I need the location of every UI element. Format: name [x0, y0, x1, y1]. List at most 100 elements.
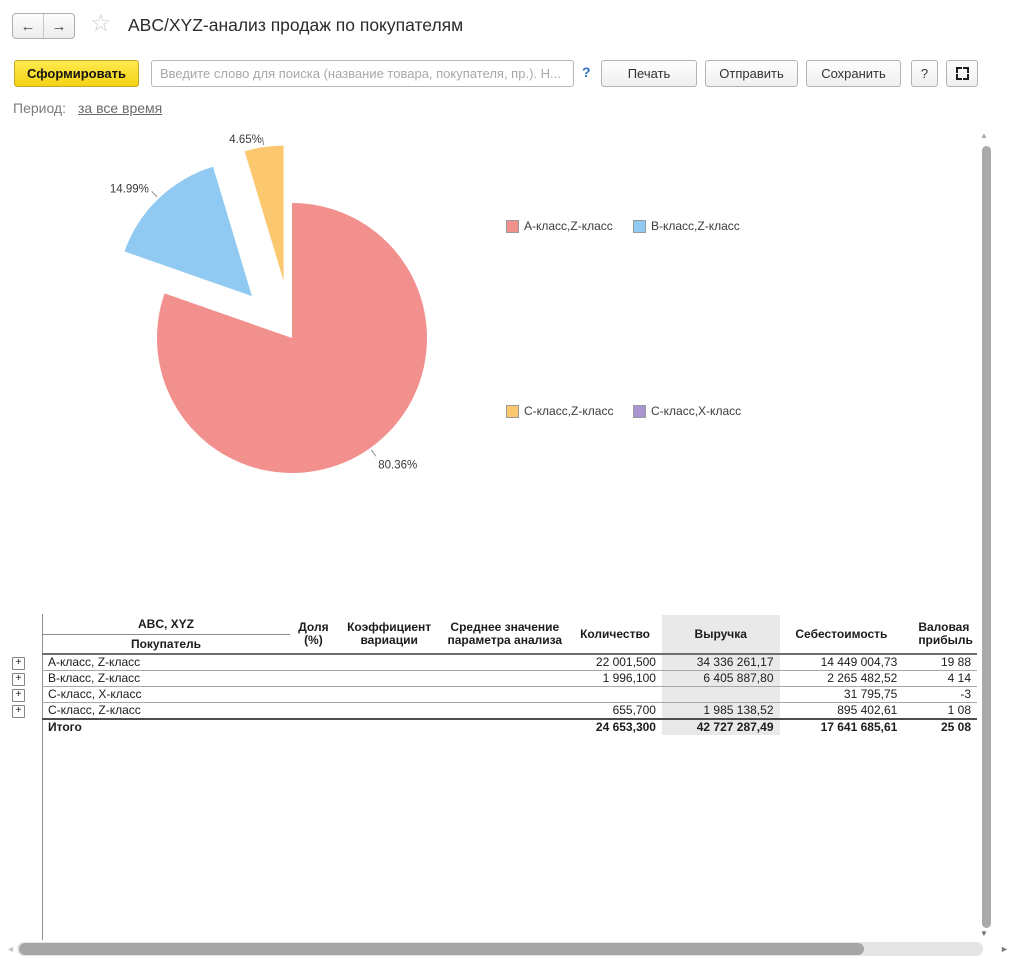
cell-value: 1 08: [903, 702, 977, 720]
cell-value: 42 727 287,49: [661, 718, 780, 735]
legend-item-3: С-класс,X-класс: [633, 404, 741, 418]
cell-value: [336, 702, 442, 720]
cell-value: [290, 654, 337, 671]
legend-label: С-класс,Z-класс: [524, 404, 614, 418]
table-left-border: [42, 614, 43, 940]
table-row[interactable]: С-класс, Z-класс 655,700 1 985 138,52 895 4…: [42, 702, 977, 720]
back-button[interactable]: ←: [13, 14, 44, 38]
pie-label-tick: [151, 190, 158, 198]
pie-slice-0[interactable]: [156, 203, 427, 473]
cell-value: [290, 718, 337, 735]
legend-item-0: А-класс,Z-класс: [506, 219, 613, 233]
cell-value: [441, 702, 569, 720]
cell-value: [441, 686, 569, 703]
pie-label-tick: [370, 449, 377, 457]
period-value-link[interactable]: за все время: [78, 100, 163, 116]
send-button[interactable]: Отправить: [705, 60, 798, 87]
pie-percent-label: 80.36%: [378, 460, 417, 472]
table-row[interactable]: С-класс, X-класс 31 795,75 -3: [42, 686, 977, 703]
generate-button[interactable]: Сформировать: [14, 60, 139, 87]
cell-value: [441, 654, 569, 671]
row-expander-button[interactable]: +: [12, 705, 25, 718]
legend-swatch-icon: [506, 404, 519, 418]
cell-value: 6 405 887,80: [661, 670, 780, 687]
row-expander-button[interactable]: +: [12, 657, 25, 670]
cell-value: [336, 654, 442, 671]
cell-value: [441, 670, 569, 687]
page-title: ABC/XYZ-анализ продаж по покупателям: [128, 15, 464, 35]
header-row: ABC, XYZ Покупатель Доля (%) Коэффициент ва…: [42, 615, 977, 655]
save-button[interactable]: Сохранить: [806, 60, 901, 87]
search-help-link[interactable]: ?: [582, 64, 591, 80]
corner-header-bottom: Покупатель: [130, 637, 202, 651]
cell-value: 4 14: [903, 670, 977, 687]
corner-header-top: ABC, XYZ: [42, 615, 290, 635]
history-nav-group: ← →: [12, 13, 75, 39]
column-header-6: Валовая прибыль: [903, 615, 977, 655]
cell-name: С-класс, Z-класс: [42, 702, 290, 720]
cell-value: 895 402,61: [779, 702, 904, 720]
help-button[interactable]: ?: [911, 60, 938, 87]
vertical-scrollbar-thumb[interactable]: [982, 146, 991, 928]
cell-value: 22 001,500: [568, 654, 662, 671]
legend-item-2: С-класс,Z-класс: [506, 404, 613, 418]
cell-value: 14 449 004,73: [779, 654, 904, 671]
legend-swatch-icon: [633, 219, 646, 233]
vertical-scroll-up-arrow-icon[interactable]: ▲: [980, 131, 988, 140]
cell-value: [290, 686, 337, 703]
pie-chart: 80.36% 14.99% 4.65%: [110, 134, 427, 473]
legend-item-1: В-класс,Z-класс: [633, 219, 740, 233]
fullscreen-icon: [955, 67, 969, 80]
column-header-0: Доля (%): [290, 615, 337, 655]
vertical-scroll-down-arrow-icon[interactable]: ▼: [980, 929, 988, 938]
cell-value: 1 985 138,52: [661, 702, 780, 720]
fullscreen-button[interactable]: [946, 60, 978, 87]
table-header: ABC, XYZ Покупатель Доля (%) Коэффициент ва…: [42, 615, 977, 655]
pie-percent-label: 4.65%: [229, 134, 262, 146]
search-input[interactable]: [151, 60, 574, 87]
cell-value: [290, 702, 337, 720]
cell-value: [441, 718, 569, 735]
cell-name: А-класс, Z-класс: [42, 654, 290, 671]
favorite-star-icon[interactable]: ☆: [90, 10, 112, 37]
column-header-4: Выручка: [661, 615, 780, 655]
back-arrow-icon: ←: [20, 17, 36, 35]
column-header-5: Себестоимость: [779, 615, 904, 655]
legend-swatch-icon: [506, 219, 519, 233]
cell-name: С-класс, X-класс: [42, 686, 290, 703]
cell-value: 1 996,100: [568, 670, 662, 687]
pie-label-tick: [261, 137, 265, 146]
column-header-1: Коэффициент вариации: [336, 615, 442, 655]
pie-slice-2[interactable]: [244, 145, 284, 281]
cell-value: [661, 686, 780, 703]
horizontal-scroll-right-arrow-icon[interactable]: ►: [1000, 944, 1009, 954]
forward-button[interactable]: →: [44, 14, 74, 38]
table-row[interactable]: В-класс, Z-класс 1 996,100 6 405 887,80 2 2…: [42, 670, 977, 687]
report-table: ABC, XYZ Покупатель Доля (%) Коэффициент ва…: [42, 615, 977, 735]
horizontal-scrollbar-thumb[interactable]: [19, 943, 864, 955]
print-button[interactable]: Печать: [601, 60, 697, 87]
cell-value: 25 08: [903, 718, 977, 735]
cell-name: В-класс, Z-класс: [42, 670, 290, 687]
cell-value: [336, 670, 442, 687]
total-row[interactable]: Итого 24 653,300 42 727 287,49 17 641 685,6…: [42, 718, 977, 735]
row-expander-button[interactable]: +: [12, 689, 25, 702]
column-header-2: Среднее значение параметра анализа: [441, 615, 569, 655]
period-label: Период:: [13, 100, 66, 116]
legend-label: А-класс,Z-класс: [524, 219, 613, 233]
cell-value: [336, 718, 442, 735]
cell-value: [336, 686, 442, 703]
table-row[interactable]: А-класс, Z-класс 22 001,500 34 336 261,17 1…: [42, 654, 977, 671]
cell-value: 24 653,300: [568, 718, 662, 735]
horizontal-scroll-left-arrow-icon[interactable]: ◄: [6, 944, 15, 954]
column-header-3: Количество: [568, 615, 662, 655]
legend-label: С-класс,X-класс: [651, 404, 742, 418]
forward-arrow-icon: →: [51, 17, 67, 35]
cell-value: 31 795,75: [779, 686, 904, 703]
pie-slice-1[interactable]: [124, 166, 252, 297]
cell-value: -3: [903, 686, 977, 703]
cell-name: Итого: [42, 718, 290, 735]
cell-value: 34 336 261,17: [661, 654, 780, 671]
row-expander-button[interactable]: +: [12, 673, 25, 686]
corner-header-cell: ABC, XYZ Покупатель: [42, 615, 290, 655]
